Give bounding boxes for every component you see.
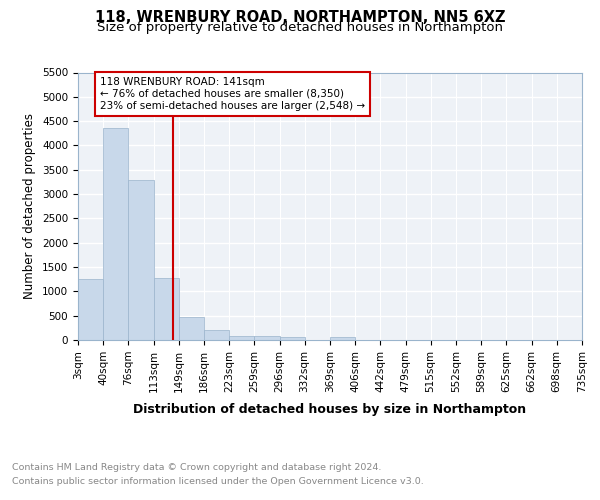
Text: 118, WRENBURY ROAD, NORTHAMPTON, NN5 6XZ: 118, WRENBURY ROAD, NORTHAMPTON, NN5 6XZ	[95, 10, 505, 25]
Text: Distribution of detached houses by size in Northampton: Distribution of detached houses by size …	[133, 402, 527, 415]
Bar	[128, 180, 154, 340]
Text: Contains HM Land Registry data © Crown copyright and database right 2024.: Contains HM Land Registry data © Crown c…	[12, 462, 382, 471]
Bar	[179, 316, 204, 340]
Bar	[280, 337, 305, 340]
Bar	[229, 336, 254, 340]
Bar	[154, 278, 179, 340]
Bar	[78, 279, 103, 340]
Bar	[103, 128, 128, 340]
Y-axis label: Number of detached properties: Number of detached properties	[23, 114, 37, 299]
Bar	[330, 337, 355, 340]
Text: 118 WRENBURY ROAD: 141sqm
← 76% of detached houses are smaller (8,350)
23% of se: 118 WRENBURY ROAD: 141sqm ← 76% of detac…	[100, 78, 365, 110]
Bar	[254, 336, 280, 340]
Bar	[204, 330, 229, 340]
Text: Size of property relative to detached houses in Northampton: Size of property relative to detached ho…	[97, 22, 503, 35]
Text: Contains public sector information licensed under the Open Government Licence v3: Contains public sector information licen…	[12, 478, 424, 486]
